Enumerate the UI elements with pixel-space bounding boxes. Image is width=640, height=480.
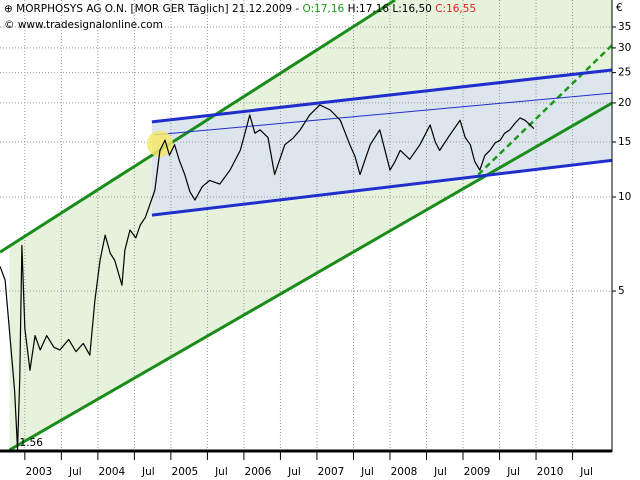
trendline: [8, 101, 612, 450]
x-tick-label: 2005: [172, 466, 199, 478]
x-tick-label: 2007: [318, 466, 345, 478]
plot-area: [0, 0, 612, 450]
x-tick-label: Jul: [141, 466, 155, 478]
x-tick-label: Jul: [506, 466, 520, 478]
x-tick-label: 2004: [98, 466, 125, 478]
header-part: MORPHOSYS AG O.N. [MOR GER Täglich] 21.1…: [16, 3, 299, 15]
trendline: [477, 44, 612, 176]
x-tick-label: Jul: [433, 466, 447, 478]
x-tick-label: 2009: [464, 466, 491, 478]
trendline: [0, 0, 396, 254]
x-tick-label: 2003: [25, 466, 52, 478]
trendline: [151, 158, 612, 217]
x-tick-label: 2008: [391, 466, 418, 478]
y-tick-label: 10: [618, 191, 631, 203]
x-tick-label: 2010: [537, 466, 564, 478]
x-tick-label: Jul: [579, 466, 593, 478]
y-tick-label: 25: [618, 67, 631, 79]
x-tick-label: Jul: [214, 466, 228, 478]
y-tick-label: 30: [618, 42, 631, 54]
header: ⊕ MORPHOSYS AG O.N. [MOR GER Täglich] 21…: [4, 3, 476, 15]
price-line: [0, 104, 535, 450]
header-part: C:16,55: [435, 3, 476, 15]
x-tick-label: Jul: [360, 466, 374, 478]
highlight-marker: [146, 130, 173, 157]
trendline: [151, 68, 612, 124]
x-tick-label: Jul: [287, 466, 301, 478]
currency: €: [616, 2, 623, 14]
y-tick-label: 15: [618, 136, 631, 148]
x-tick-label: 2006: [245, 466, 272, 478]
trendline: [154, 92, 612, 136]
y-tick-label: 35: [618, 21, 631, 33]
x-tick-label: Jul: [68, 466, 82, 478]
header-part: O:17,16: [303, 3, 345, 15]
channel-fill: [151, 69, 612, 216]
low-label: 1.56: [20, 437, 44, 449]
y-tick-label: 20: [618, 97, 631, 109]
source: © www.tradesignalonline.com: [4, 19, 163, 31]
header-part: H:17,16 L:16,50: [348, 3, 432, 15]
y-tick-label: 5: [618, 285, 625, 297]
